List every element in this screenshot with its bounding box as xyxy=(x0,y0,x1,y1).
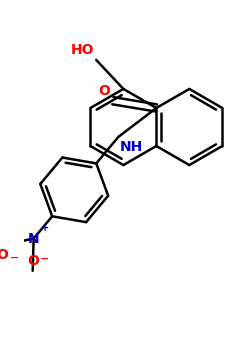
Text: −: − xyxy=(9,253,19,262)
Text: HO: HO xyxy=(71,43,94,57)
Text: O: O xyxy=(27,254,39,268)
Text: O: O xyxy=(0,248,8,262)
Text: +: + xyxy=(41,223,49,233)
Text: O: O xyxy=(98,84,110,98)
Text: −: − xyxy=(40,253,49,264)
Text: N: N xyxy=(28,232,40,246)
Text: NH: NH xyxy=(120,140,143,154)
